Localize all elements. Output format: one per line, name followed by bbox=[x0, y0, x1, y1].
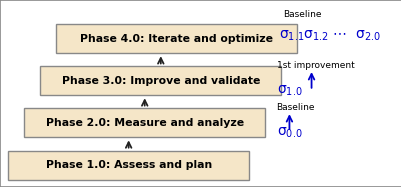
Text: 1st improvement: 1st improvement bbox=[276, 61, 353, 70]
FancyBboxPatch shape bbox=[24, 108, 265, 137]
Text: σ$_{1.1}$σ$_{1.2}$ ⋯  σ$_{2.0}$: σ$_{1.1}$σ$_{1.2}$ ⋯ σ$_{2.0}$ bbox=[279, 29, 380, 43]
FancyBboxPatch shape bbox=[56, 24, 297, 53]
Text: σ$_{0.0}$: σ$_{0.0}$ bbox=[276, 125, 302, 140]
FancyBboxPatch shape bbox=[40, 66, 281, 95]
Text: Phase 3.0: Improve and validate: Phase 3.0: Improve and validate bbox=[61, 76, 259, 86]
Text: Phase 2.0: Measure and analyze: Phase 2.0: Measure and analyze bbox=[46, 118, 243, 128]
Text: Phase 4.0: Iterate and optimize: Phase 4.0: Iterate and optimize bbox=[80, 34, 273, 44]
Text: Phase 1.0: Assess and plan: Phase 1.0: Assess and plan bbox=[45, 160, 211, 170]
FancyBboxPatch shape bbox=[8, 151, 249, 180]
Text: Baseline: Baseline bbox=[276, 103, 314, 112]
Text: Baseline: Baseline bbox=[283, 10, 321, 19]
Text: σ$_{1.0}$: σ$_{1.0}$ bbox=[276, 83, 302, 98]
